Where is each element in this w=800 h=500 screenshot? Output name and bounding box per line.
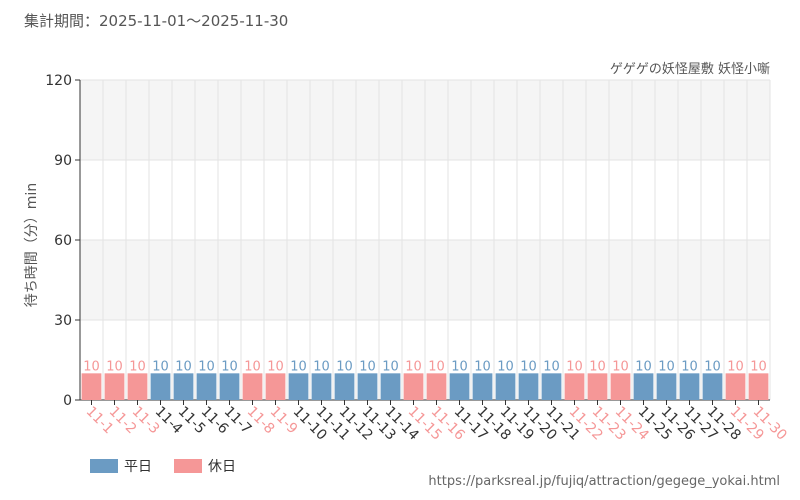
bar-11-21 [541, 373, 562, 400]
bar-11-6 [196, 373, 217, 400]
value-label-11-26: 10 [658, 359, 675, 374]
value-label-11-8: 10 [244, 359, 261, 374]
bar-11-20 [518, 373, 539, 400]
value-label-11-28: 10 [704, 359, 721, 374]
bar-11-16 [426, 373, 447, 400]
value-label-11-10: 10 [290, 359, 307, 374]
bar-11-13 [357, 373, 378, 400]
y-tick-label: 120 [45, 73, 72, 89]
value-label-11-24: 10 [612, 359, 629, 374]
value-label-11-9: 10 [267, 359, 284, 374]
legend-holiday-label: 休日 [208, 459, 236, 475]
bar-11-17 [449, 373, 470, 400]
bar-11-5 [173, 373, 194, 400]
value-label-11-2: 10 [106, 359, 123, 374]
bar-11-28 [702, 373, 723, 400]
value-label-11-7: 10 [221, 359, 238, 374]
bar-11-7 [219, 373, 240, 400]
bar-11-24 [610, 373, 631, 400]
bar-11-26 [656, 373, 677, 400]
source-url: https://parksreal.jp/fujiq/attraction/ge… [428, 474, 780, 489]
bar-11-15 [403, 373, 424, 400]
value-label-11-29: 10 [727, 359, 744, 374]
bar-11-8 [242, 373, 263, 400]
value-label-11-27: 10 [681, 359, 698, 374]
value-label-11-22: 10 [566, 359, 583, 374]
value-label-11-4: 10 [152, 359, 169, 374]
bar-11-1 [81, 373, 102, 400]
value-label-11-5: 10 [175, 359, 192, 374]
value-label-11-11: 10 [313, 359, 330, 374]
bar-11-22 [564, 373, 585, 400]
attraction-name: ゲゲゲの妖怪屋敷 妖怪小噺 [609, 62, 770, 77]
bar-11-12 [334, 373, 355, 400]
bar-11-11 [311, 373, 332, 400]
bar-11-25 [633, 373, 654, 400]
bar-11-29 [725, 373, 746, 400]
value-label-11-20: 10 [520, 359, 537, 374]
bar-11-2 [104, 373, 125, 400]
y-axis-label: 待ち時間（分）min [24, 183, 40, 307]
value-label-11-14: 10 [382, 359, 399, 374]
bar-11-30 [748, 373, 769, 400]
value-label-11-13: 10 [359, 359, 376, 374]
value-label-11-12: 10 [336, 359, 353, 374]
value-label-11-30: 10 [750, 359, 767, 374]
value-label-11-23: 10 [589, 359, 606, 374]
legend-weekday[interactable]: 平日 [90, 456, 152, 476]
value-label-11-1: 10 [83, 359, 100, 374]
value-label-11-19: 10 [497, 359, 514, 374]
value-label-11-3: 10 [129, 359, 146, 374]
bar-11-18 [472, 373, 493, 400]
y-tick-label: 60 [54, 233, 72, 249]
value-label-11-21: 10 [543, 359, 560, 374]
bar-11-19 [495, 373, 516, 400]
legend: 平日 休日 [90, 456, 258, 476]
value-label-11-25: 10 [635, 359, 652, 374]
bar-11-9 [265, 373, 286, 400]
y-tick-label: 90 [54, 153, 72, 169]
y-tick-label: 0 [63, 393, 72, 409]
value-label-11-16: 10 [428, 359, 445, 374]
bar-11-10 [288, 373, 309, 400]
value-label-11-17: 10 [451, 359, 468, 374]
bar-11-3 [127, 373, 148, 400]
value-label-11-6: 10 [198, 359, 215, 374]
bar-11-14 [380, 373, 401, 400]
legend-holiday[interactable]: 休日 [174, 456, 236, 476]
y-tick-label: 30 [54, 313, 72, 329]
period-label: 集計期間：2025-11-01～2025-11-30 [24, 12, 289, 30]
value-label-11-18: 10 [474, 359, 491, 374]
weekday-swatch [90, 459, 118, 473]
bar-11-4 [150, 373, 171, 400]
value-label-11-15: 10 [405, 359, 422, 374]
bar-11-23 [587, 373, 608, 400]
holiday-swatch [174, 459, 202, 473]
legend-weekday-label: 平日 [124, 459, 152, 475]
bar-11-27 [679, 373, 700, 400]
